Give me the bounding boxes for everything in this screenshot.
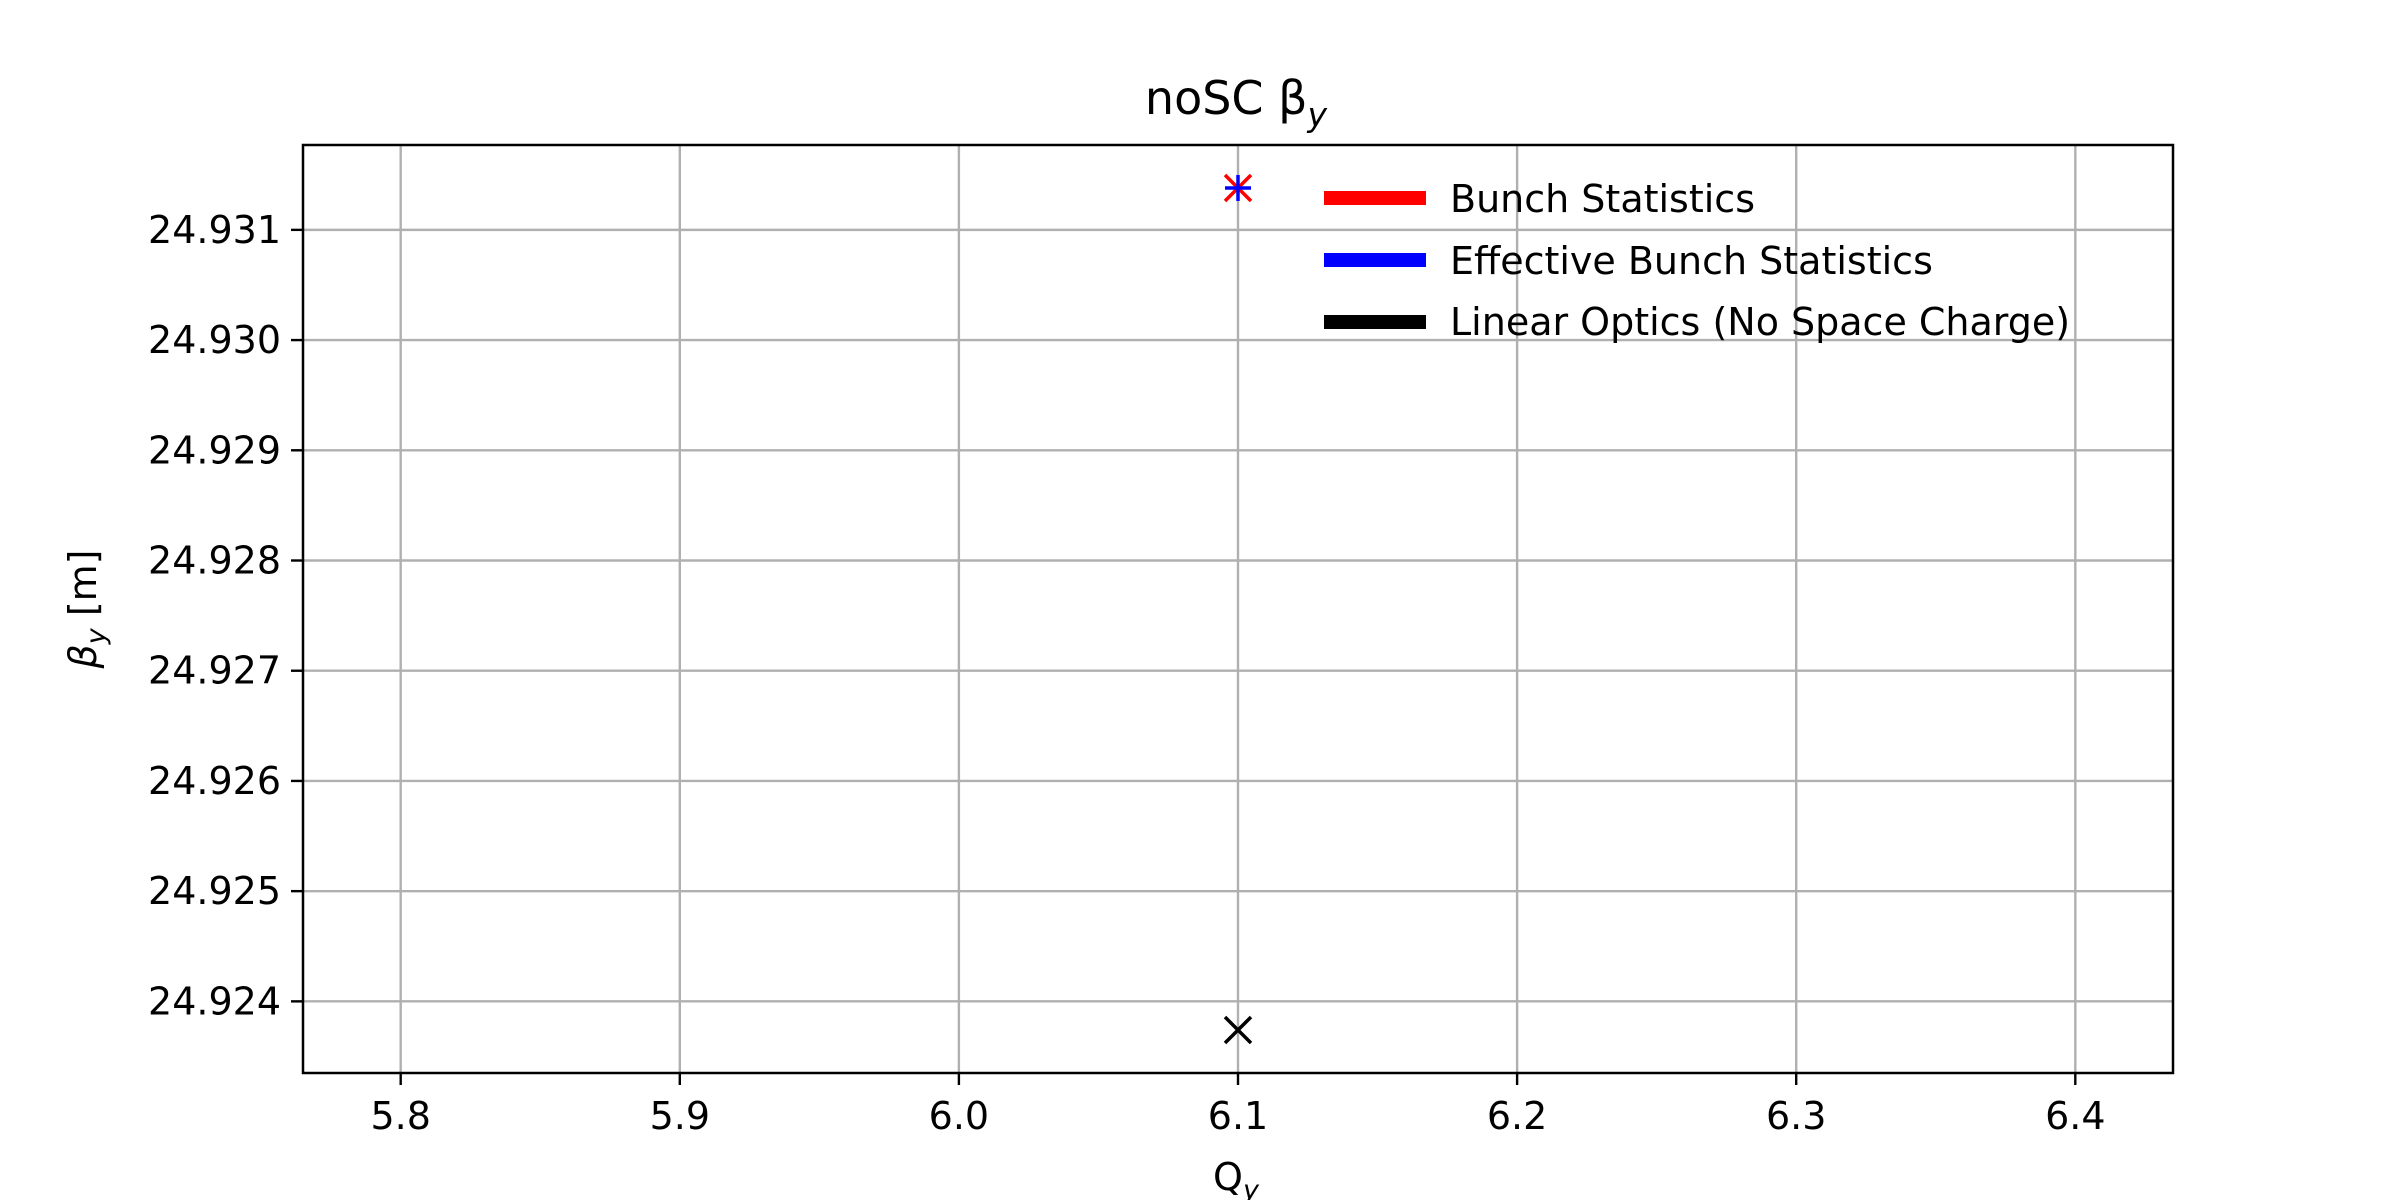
y-tick-label: 24.926	[148, 759, 281, 803]
x-axis-label: Qy	[1213, 1155, 1260, 1200]
chart-title: noSC βy	[1145, 71, 1328, 134]
x-axis-label-subscript: y	[1242, 1175, 1260, 1200]
data-point-series-3	[1223, 1015, 1253, 1045]
y-tick-label: 24.931	[148, 208, 281, 252]
legend-label-effective-bunch-statistics: Effective Bunch Statistics	[1450, 239, 1933, 283]
y-axis-label: βy [m]	[61, 550, 112, 670]
legend-swatch-bunch-statistics	[1324, 191, 1426, 205]
y-tick-label: 24.925	[148, 869, 281, 913]
plot-area-frame	[301, 143, 2175, 1075]
legend-swatch-linear-optics	[1324, 315, 1426, 329]
chart-title-subscript: y	[1307, 95, 1328, 134]
legend-label-bunch-statistics: Bunch Statistics	[1450, 177, 1755, 221]
grid	[303, 145, 2173, 1073]
y-tick-label: 24.929	[148, 428, 281, 472]
x-tick-label: 6.2	[1487, 1094, 1547, 1138]
x-tick-label: 5.9	[650, 1094, 710, 1138]
x-tick-label: 6.1	[1208, 1094, 1268, 1138]
legend: Bunch Statistics Effective Bunch Statist…	[1324, 177, 2070, 344]
data-point-series-2	[1225, 174, 1251, 201]
x-axis-ticks: 5.8 5.9 6.0 6.1 6.2 6.3 6.4	[370, 1073, 2106, 1138]
y-tick-label: 24.927	[148, 649, 281, 693]
y-axis-label-unit: [m]	[61, 550, 105, 629]
x-tick-label: 6.3	[1766, 1094, 1826, 1138]
y-axis-label-subscript: y	[81, 627, 112, 645]
y-axis-label-symbol: β	[61, 644, 105, 669]
data-markers	[1223, 173, 1253, 1045]
legend-swatch-effective-bunch-statistics	[1324, 253, 1426, 267]
y-axis-ticks: 24.924 24.925 24.926 24.927 24.928 24.929 24.9…	[148, 208, 303, 1023]
y-tick-label: 24.928	[148, 539, 281, 583]
y-tick-label: 24.930	[148, 318, 281, 362]
x-tick-label: 6.4	[2045, 1094, 2105, 1138]
y-tick-label: 24.924	[148, 979, 281, 1023]
x-tick-label: 6.0	[929, 1094, 989, 1138]
legend-label-linear-optics: Linear Optics (No Space Charge)	[1450, 300, 2070, 344]
x-tick-label: 5.8	[370, 1094, 430, 1138]
